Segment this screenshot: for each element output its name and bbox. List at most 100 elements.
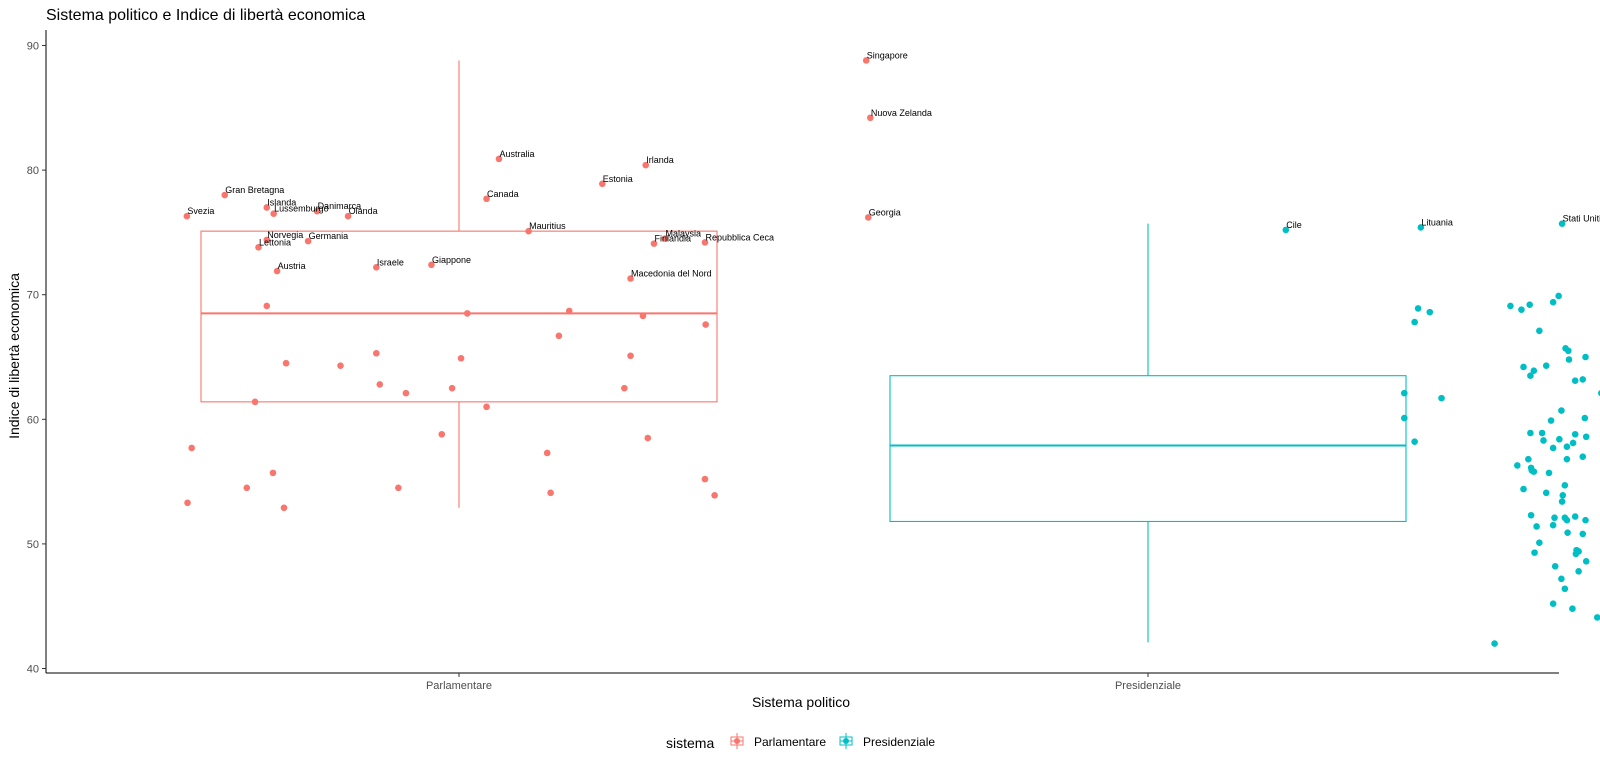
y-axis-title: Indice di libertà economica bbox=[6, 273, 22, 439]
data-point bbox=[1582, 433, 1590, 441]
data-point bbox=[1549, 444, 1557, 452]
box-presidenziale bbox=[889, 223, 1407, 643]
point-label: Georgia bbox=[869, 207, 901, 217]
box-parlamentare bbox=[200, 60, 718, 508]
data-point bbox=[1518, 306, 1525, 313]
data-point bbox=[1563, 455, 1571, 463]
data-point bbox=[1579, 453, 1587, 460]
point-label: Macedonia del Nord bbox=[631, 269, 712, 279]
series-parlamentare: Singapore Nuova Zelanda Australia Irlanda Es… bbox=[183, 50, 932, 512]
data-point bbox=[280, 504, 288, 512]
point-label: Germania bbox=[309, 231, 349, 241]
data-point bbox=[599, 180, 606, 188]
data-point bbox=[1549, 600, 1557, 608]
x-axis-title: Sistema politico bbox=[752, 694, 850, 710]
chart-title: Sistema politico e Indice di libertà eco… bbox=[46, 7, 365, 24]
legend-title: sistema bbox=[666, 735, 714, 751]
data-point bbox=[402, 389, 410, 397]
data-point bbox=[1520, 363, 1527, 371]
data-point bbox=[1569, 605, 1576, 612]
data-point bbox=[1549, 298, 1557, 306]
data-point bbox=[395, 484, 402, 492]
y-tick-label: 40 bbox=[27, 664, 39, 676]
data-point bbox=[1575, 568, 1582, 575]
data-point bbox=[1525, 455, 1532, 463]
point-label: Giappone bbox=[432, 255, 471, 265]
point-label: Irlanda bbox=[646, 155, 674, 165]
point-label: Svezia bbox=[187, 206, 214, 216]
data-point bbox=[1558, 498, 1566, 505]
plot-area: Singapore Nuova Zelanda Australia Irlanda Es… bbox=[183, 50, 1600, 647]
data-point bbox=[547, 489, 554, 497]
legend-label: Parlamentare bbox=[754, 735, 826, 749]
data-point bbox=[1571, 513, 1579, 520]
data-point bbox=[1561, 482, 1569, 489]
data-point bbox=[273, 267, 281, 275]
data-point bbox=[1401, 414, 1408, 422]
data-point bbox=[864, 214, 872, 221]
point-label: Israele bbox=[377, 257, 404, 267]
data-point bbox=[1536, 539, 1543, 546]
data-point bbox=[495, 155, 503, 163]
data-point bbox=[457, 354, 465, 362]
data-point bbox=[1565, 356, 1573, 363]
point-label: Repubblica Ceca bbox=[705, 232, 774, 242]
data-point bbox=[1556, 435, 1563, 443]
data-point bbox=[255, 244, 262, 251]
box-body bbox=[889, 375, 1407, 523]
data-point bbox=[269, 469, 277, 477]
point-label: Finlandia bbox=[654, 234, 691, 244]
data-point bbox=[1571, 430, 1579, 438]
data-point bbox=[1527, 429, 1534, 437]
data-point bbox=[428, 261, 435, 269]
data-point bbox=[1520, 485, 1527, 493]
data-point bbox=[1282, 226, 1290, 234]
data-point bbox=[1547, 417, 1555, 424]
point-label: Nuova Zelanda bbox=[871, 108, 932, 118]
data-point bbox=[263, 204, 271, 211]
data-point bbox=[650, 240, 658, 247]
point-label: Norvegia bbox=[267, 230, 303, 240]
data-point bbox=[344, 212, 352, 220]
point-label: Lussemburgo bbox=[274, 204, 329, 214]
data-point bbox=[639, 312, 647, 320]
point-label: Austria bbox=[278, 261, 306, 271]
point-label: Cile bbox=[1286, 220, 1302, 230]
data-point bbox=[1438, 394, 1445, 402]
data-point bbox=[183, 212, 191, 220]
data-point bbox=[1551, 514, 1558, 522]
series-presidenziale: Stati Uniti Lituania Cile bbox=[1282, 214, 1600, 647]
legend-label: Presidenziale bbox=[863, 735, 935, 749]
data-point bbox=[1414, 305, 1422, 312]
y-tick-label: 60 bbox=[27, 414, 39, 426]
point-label: Estonia bbox=[603, 174, 633, 184]
data-point bbox=[1579, 376, 1587, 383]
legend-point-icon bbox=[734, 738, 740, 744]
data-point bbox=[221, 191, 229, 199]
y-tick-label: 70 bbox=[27, 290, 39, 302]
data-point bbox=[1549, 521, 1557, 529]
data-point bbox=[1558, 407, 1565, 414]
data-point bbox=[555, 332, 563, 340]
data-point bbox=[1581, 414, 1589, 422]
data-point bbox=[701, 239, 709, 246]
data-point bbox=[1571, 377, 1579, 384]
y-tick-label: 80 bbox=[27, 165, 39, 177]
legend-point-icon bbox=[843, 738, 849, 744]
data-point bbox=[1551, 563, 1559, 570]
legend: sistema Parlamentare Presidenziale bbox=[666, 733, 935, 751]
data-point bbox=[1579, 530, 1587, 538]
data-point bbox=[1569, 439, 1577, 447]
data-point bbox=[1411, 438, 1418, 446]
data-point bbox=[1417, 224, 1425, 231]
data-point bbox=[1582, 516, 1589, 524]
axes: 40 50 60 70 80 90 Parlamentare Presidenziale bbox=[27, 30, 1559, 692]
data-point bbox=[1582, 353, 1589, 361]
data-point bbox=[337, 362, 344, 370]
data-point bbox=[188, 444, 195, 452]
data-point bbox=[263, 236, 271, 244]
data-point bbox=[1561, 585, 1569, 593]
data-point bbox=[304, 237, 312, 245]
point-label: Mauritius bbox=[529, 221, 566, 231]
x-tick-label: Presidenziale bbox=[1115, 680, 1181, 692]
